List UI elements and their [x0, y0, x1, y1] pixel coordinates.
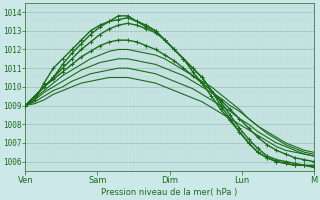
X-axis label: Pression niveau de la mer( hPa ): Pression niveau de la mer( hPa ): [101, 188, 238, 197]
